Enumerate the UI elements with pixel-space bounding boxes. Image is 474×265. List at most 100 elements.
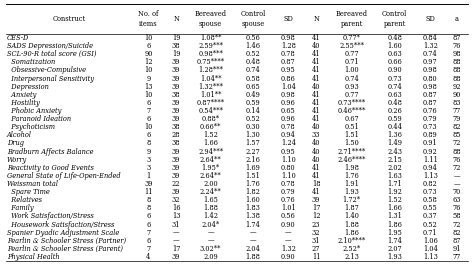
Text: 0.77: 0.77 (345, 91, 359, 99)
Text: 0.63: 0.63 (387, 50, 402, 58)
Text: N: N (173, 15, 179, 23)
Text: 0.98: 0.98 (423, 67, 438, 74)
Text: 0.80: 0.80 (281, 164, 296, 172)
Text: SCL-90-R total score (GSI): SCL-90-R total score (GSI) (7, 50, 97, 58)
Text: Construct: Construct (53, 15, 86, 23)
Text: 0.94: 0.94 (281, 131, 296, 139)
Text: 0.74: 0.74 (387, 83, 402, 91)
Text: 1.52: 1.52 (387, 196, 402, 204)
Text: 1.32: 1.32 (423, 42, 438, 50)
Text: 0.98: 0.98 (281, 34, 296, 42)
Text: 0.77*: 0.77* (343, 34, 361, 42)
Text: 0.87: 0.87 (423, 91, 438, 99)
Text: 1.57: 1.57 (246, 139, 260, 147)
Text: 1.32: 1.32 (281, 245, 296, 253)
Text: 2.16: 2.16 (246, 156, 260, 164)
Text: 18: 18 (312, 180, 320, 188)
Text: 0.14: 0.14 (246, 107, 260, 115)
Text: 1.93: 1.93 (387, 253, 402, 261)
Text: Phobic Anxiety: Phobic Anxiety (7, 107, 61, 115)
Text: 39: 39 (172, 164, 181, 172)
Text: 41: 41 (312, 34, 320, 42)
Text: 1.04: 1.04 (281, 83, 296, 91)
Text: 2.71****: 2.71**** (337, 148, 366, 156)
Text: Bereaved
parent: Bereaved parent (336, 10, 368, 28)
Text: 88: 88 (453, 67, 461, 74)
Text: 1.40: 1.40 (344, 213, 359, 220)
Text: 82: 82 (453, 229, 461, 237)
Text: Control
parent: Control parent (382, 10, 407, 28)
Text: 38: 38 (172, 42, 181, 50)
Text: 1.49: 1.49 (387, 139, 402, 147)
Text: 63: 63 (453, 196, 461, 204)
Text: 1.01**: 1.01** (200, 91, 221, 99)
Text: 1.04**: 1.04** (200, 74, 221, 83)
Text: 1.51: 1.51 (344, 131, 359, 139)
Text: 0.63: 0.63 (387, 91, 402, 99)
Text: 85: 85 (453, 131, 461, 139)
Text: 39: 39 (144, 180, 153, 188)
Text: 1.92: 1.92 (387, 188, 402, 196)
Text: 1.87: 1.87 (344, 204, 359, 212)
Text: 6: 6 (146, 115, 151, 123)
Text: 0.56: 0.56 (281, 213, 296, 220)
Text: CES-D: CES-D (7, 34, 29, 42)
Text: 1.60: 1.60 (387, 42, 402, 50)
Text: 88: 88 (453, 58, 461, 66)
Text: 39: 39 (312, 196, 320, 204)
Text: 6: 6 (146, 99, 151, 107)
Text: Psychoticism: Psychoticism (7, 123, 55, 131)
Text: 1.00: 1.00 (344, 67, 359, 74)
Text: 0.76: 0.76 (281, 196, 296, 204)
Text: 0.87****: 0.87**** (197, 99, 225, 107)
Text: 41: 41 (312, 107, 320, 115)
Text: 6: 6 (146, 131, 151, 139)
Text: 0.48: 0.48 (387, 34, 402, 42)
Text: 11: 11 (312, 253, 320, 261)
Text: 3: 3 (146, 164, 151, 172)
Text: 0.95: 0.95 (281, 67, 296, 74)
Text: 83: 83 (453, 99, 461, 107)
Text: 0.37: 0.37 (423, 213, 438, 220)
Text: 1.36: 1.36 (387, 131, 402, 139)
Text: 1.88: 1.88 (246, 253, 260, 261)
Text: 1.76: 1.76 (246, 180, 260, 188)
Text: 0.78: 0.78 (281, 50, 296, 58)
Text: 1.46: 1.46 (246, 42, 260, 50)
Text: 32: 32 (312, 229, 320, 237)
Text: Somatization: Somatization (7, 58, 55, 66)
Text: —: — (250, 229, 256, 237)
Text: 41: 41 (312, 115, 320, 123)
Text: 16: 16 (172, 204, 181, 212)
Text: 33: 33 (312, 131, 320, 139)
Text: —: — (173, 229, 180, 237)
Text: 1.28: 1.28 (281, 42, 296, 50)
Text: 1.71: 1.71 (387, 180, 402, 188)
Text: 0.80: 0.80 (423, 74, 438, 83)
Text: 76: 76 (453, 204, 461, 212)
Text: 0.91: 0.91 (423, 139, 438, 147)
Text: N: N (313, 15, 319, 23)
Text: 2.09: 2.09 (203, 253, 218, 261)
Text: 13: 13 (172, 213, 181, 220)
Text: 1.42: 1.42 (203, 213, 218, 220)
Text: Interpersonal Sensitivity: Interpersonal Sensitivity (7, 74, 94, 83)
Text: 0.56: 0.56 (246, 34, 260, 42)
Text: 0.86: 0.86 (281, 74, 296, 83)
Text: —: — (454, 180, 460, 188)
Text: 0.48: 0.48 (246, 58, 260, 66)
Text: 0.84: 0.84 (423, 34, 438, 42)
Text: 0.74: 0.74 (423, 50, 438, 58)
Text: 2.10****: 2.10**** (337, 237, 366, 245)
Text: 1.91: 1.91 (344, 180, 359, 188)
Text: 41: 41 (312, 91, 320, 99)
Text: 1.66: 1.66 (203, 139, 218, 147)
Text: 72: 72 (453, 139, 461, 147)
Text: 0.93: 0.93 (344, 83, 359, 91)
Text: 9: 9 (146, 74, 151, 83)
Text: 0.49: 0.49 (246, 91, 260, 99)
Text: 6: 6 (146, 213, 151, 220)
Text: 2.64**: 2.64** (200, 156, 221, 164)
Text: 1.65: 1.65 (203, 196, 218, 204)
Text: 88: 88 (453, 74, 461, 83)
